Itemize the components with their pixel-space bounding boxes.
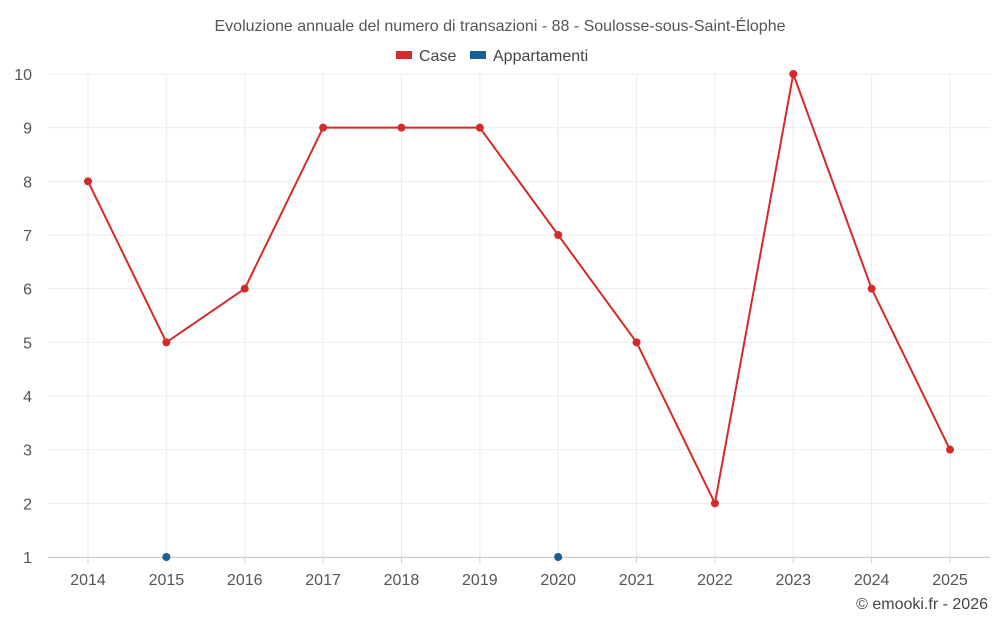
x-tick-label: 2021	[619, 572, 655, 589]
data-point[interactable]	[946, 445, 954, 454]
series-case	[84, 70, 954, 508]
data-point[interactable]	[240, 284, 249, 293]
legend-item-case[interactable]: Case	[396, 48, 456, 65]
legend-swatch	[396, 51, 412, 59]
data-point[interactable]	[162, 338, 171, 347]
y-tick-label: 1	[23, 550, 32, 567]
x-tick-label: 2016	[227, 572, 263, 589]
data-point[interactable]	[319, 123, 328, 132]
chart-title: Evoluzione annuale del numero di transaz…	[215, 16, 786, 35]
legend-item-appartamenti[interactable]: Appartamenti	[470, 48, 588, 65]
legend-swatch	[470, 51, 486, 59]
data-point[interactable]	[554, 231, 563, 239]
series-layer	[84, 70, 954, 561]
series-appartamenti	[162, 553, 563, 561]
data-point[interactable]	[710, 499, 719, 508]
y-tick-label: 6	[23, 282, 32, 299]
x-tick-label: 2019	[462, 572, 498, 589]
series-line	[87, 73, 951, 505]
x-tick-label: 2015	[149, 572, 185, 589]
credit-text: © emooki.fr - 2026	[856, 596, 988, 613]
data-point[interactable]	[162, 553, 171, 561]
y-tick-label: 9	[23, 121, 32, 138]
data-point[interactable]	[789, 70, 798, 78]
data-point[interactable]	[554, 553, 563, 561]
y-tick-label: 8	[23, 174, 32, 191]
x-tick-label: 2023	[775, 572, 811, 589]
y-tick-label: 10	[14, 67, 32, 84]
data-point[interactable]	[867, 284, 876, 293]
y-tick-label: 5	[23, 335, 32, 352]
legend: Case Appartamenti	[396, 48, 588, 65]
data-point[interactable]	[475, 123, 484, 132]
axes: 1 2 3 4 5 6 7 8 9 10 2014 2015 2016 2017 2018 2019 2020 2…	[14, 67, 990, 589]
data-point[interactable]	[84, 177, 92, 186]
x-tick-label: 2022	[697, 572, 733, 589]
legend-label: Case	[419, 48, 456, 65]
legend-label: Appartamenti	[493, 48, 588, 65]
grid	[48, 73, 990, 558]
data-point[interactable]	[632, 338, 641, 347]
x-tick-label: 2017	[305, 572, 341, 589]
x-tick-label: 2025	[932, 572, 968, 589]
x-tick-label: 2018	[384, 572, 420, 589]
y-tick-label: 7	[23, 228, 32, 245]
x-tick-label: 2020	[540, 572, 576, 589]
y-tick-label: 4	[23, 389, 32, 406]
data-point[interactable]	[397, 123, 406, 132]
x-tick-label: 2024	[854, 572, 890, 589]
y-tick-label: 3	[23, 443, 32, 460]
x-tick-label: 2014	[70, 572, 106, 589]
y-tick-label: 2	[23, 496, 32, 513]
